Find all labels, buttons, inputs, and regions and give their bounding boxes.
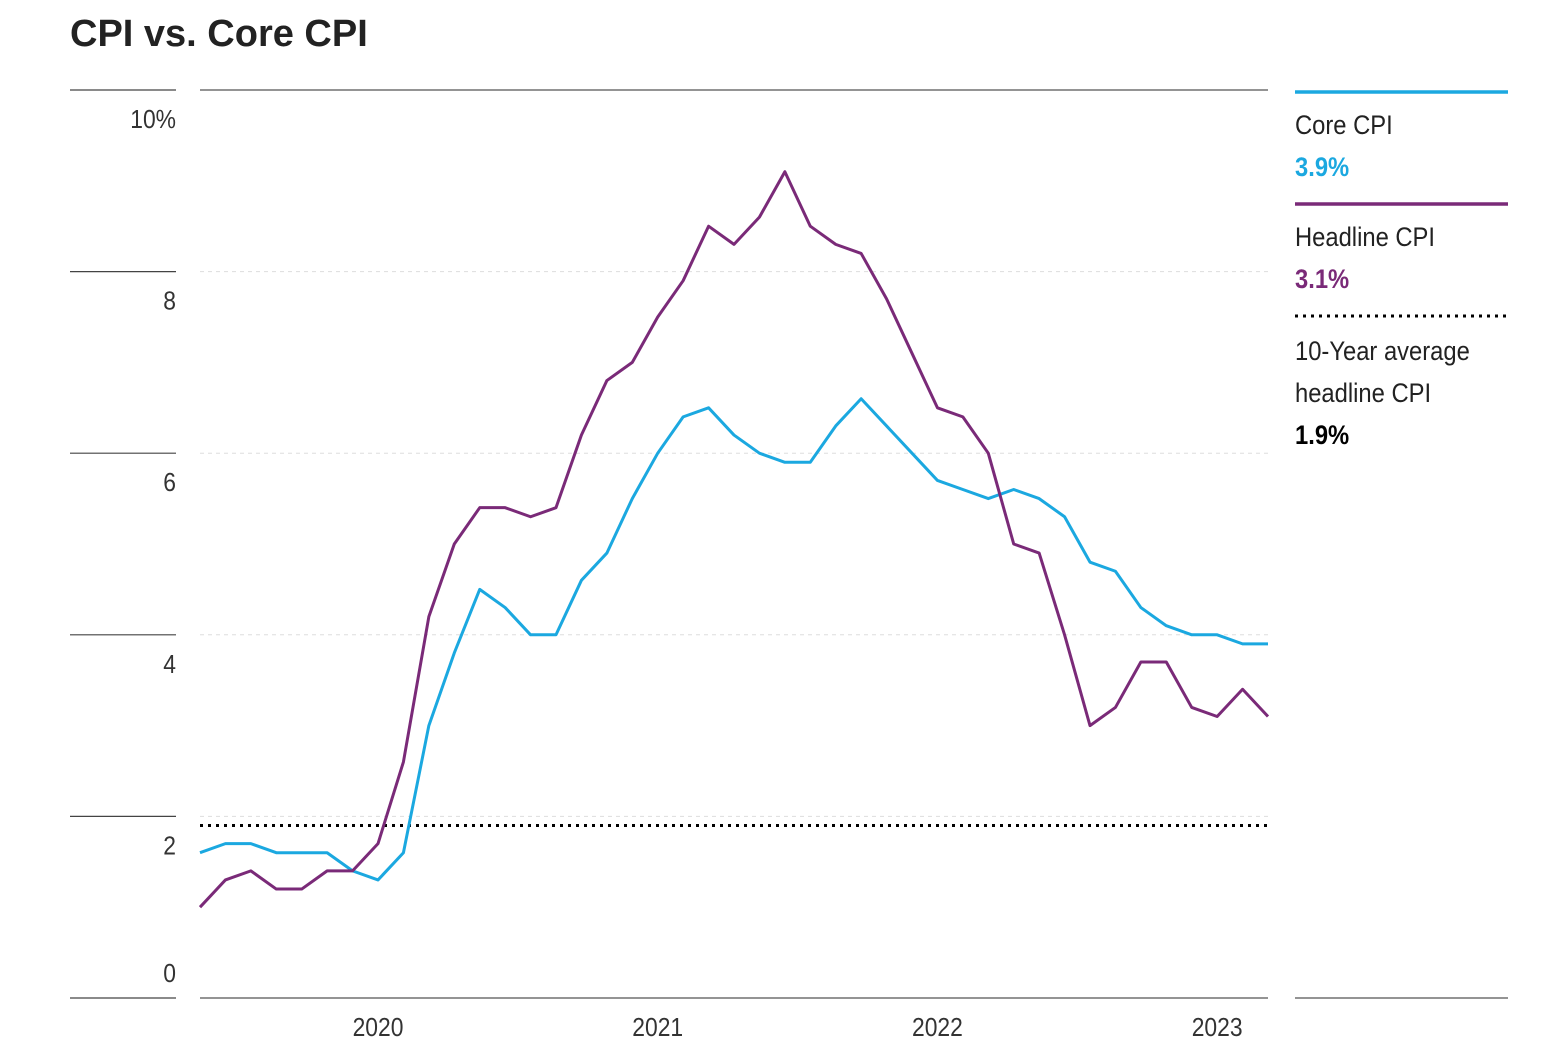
- y-tick-label: 6: [163, 469, 176, 498]
- legend-value: 3.9%: [1295, 152, 1350, 182]
- y-tick-label: 4: [163, 651, 176, 680]
- y-tick-label: 2: [163, 832, 176, 861]
- legend-value: 3.1%: [1295, 264, 1350, 294]
- x-tick-label: 2022: [912, 1014, 963, 1043]
- x-tick-label: 2023: [1192, 1014, 1243, 1043]
- y-tick-label: 8: [163, 287, 176, 316]
- y-tick-label: 10%: [130, 106, 176, 135]
- legend-item: 10-Year average headline CPI 1.9%: [1295, 330, 1482, 456]
- x-tick-label: 2021: [632, 1014, 683, 1043]
- legend-label: 10-Year average headline CPI: [1295, 336, 1470, 408]
- legend-item: Headline CPI 3.1%: [1295, 216, 1482, 300]
- legend-item: Core CPI 3.9%: [1295, 104, 1482, 188]
- series-line: [199, 397, 1268, 882]
- x-tick-label: 2020: [353, 1014, 404, 1043]
- chart-title: CPI vs. Core CPI: [70, 13, 368, 55]
- series-line: [198, 170, 1270, 909]
- y-tick-label: 0: [163, 960, 176, 989]
- legend-label: Core CPI: [1295, 110, 1393, 140]
- legend-value: 1.9%: [1295, 420, 1350, 450]
- legend-label: Headline CPI: [1295, 222, 1436, 252]
